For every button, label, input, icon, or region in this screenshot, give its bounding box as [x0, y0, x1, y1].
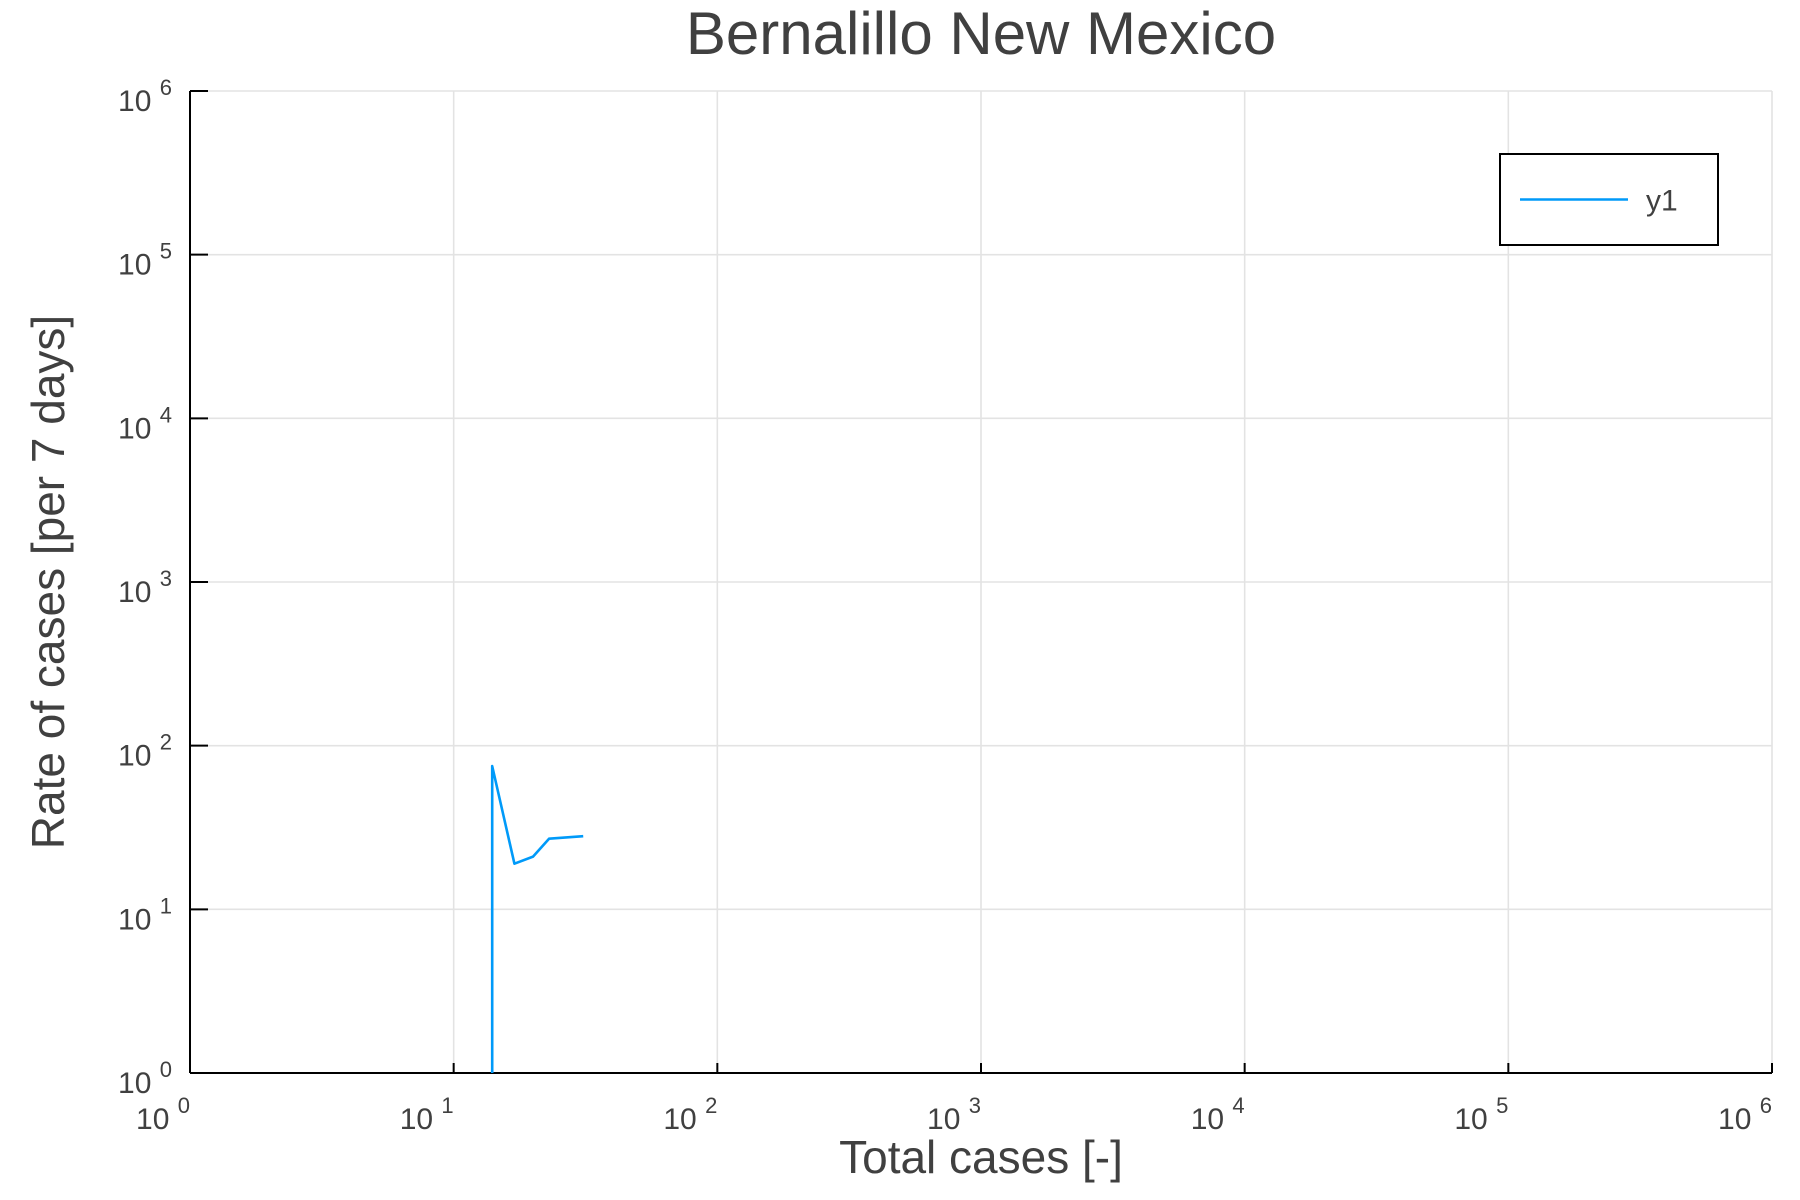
- legend-label-y1: y1: [1646, 185, 1678, 218]
- y-tick-base: 10: [118, 85, 160, 118]
- x-axis-label: Total cases [-]: [839, 1131, 1123, 1183]
- x-tick-base: 10: [927, 1103, 969, 1136]
- y-tick-base: 10: [118, 1067, 160, 1100]
- x-tick-label-2: 10 2: [663, 1093, 717, 1136]
- x-tick-label-6: 10 6: [1718, 1093, 1772, 1136]
- x-tick-base: 10: [136, 1103, 178, 1136]
- y-tick-exponent: 1: [160, 893, 172, 918]
- x-tick-base: 10: [1718, 1103, 1760, 1136]
- y-tick-label-4: 10 4: [118, 402, 172, 445]
- y-tick-label-1: 10 1: [118, 893, 172, 936]
- y-tick-label-0: 10 0: [118, 1057, 172, 1100]
- y-tick-base: 10: [118, 903, 160, 936]
- x-tick-exponent: 1: [441, 1093, 453, 1118]
- y-tick-exponent: 0: [160, 1057, 172, 1082]
- y-axis-label: Rate of cases [per 7 days]: [22, 315, 74, 849]
- x-tick-label-3: 10 3: [927, 1093, 981, 1136]
- x-tick-label-4: 10 4: [1191, 1093, 1245, 1136]
- x-tick-exponent: 6: [1760, 1093, 1772, 1118]
- chart-title: Bernalillo New Mexico: [686, 0, 1276, 67]
- y-tick-label-6: 10 6: [118, 75, 172, 118]
- y-tick-base: 10: [118, 412, 160, 445]
- y-tick-label-5: 10 5: [118, 239, 172, 282]
- y-tick-label-2: 10 2: [118, 730, 172, 773]
- series-line-y1: [490, 764, 584, 1073]
- x-tick-base: 10: [1191, 1103, 1233, 1136]
- y-ticks: 10 010 110 210 310 410 510 6: [118, 75, 208, 1100]
- x-tick-base: 10: [400, 1103, 442, 1136]
- grid: [190, 90, 1773, 1073]
- x-tick-exponent: 3: [969, 1093, 981, 1118]
- x-tick-label-5: 10 5: [1454, 1093, 1508, 1136]
- y-tick-base: 10: [118, 740, 160, 773]
- legend: y1: [1499, 153, 1719, 246]
- y-tick-exponent: 3: [160, 566, 172, 591]
- y-tick-exponent: 2: [160, 730, 172, 755]
- y-tick-label-3: 10 3: [118, 566, 172, 609]
- x-tick-base: 10: [663, 1103, 705, 1136]
- x-ticks: 10 0 10 1 10 2 10 3 10 4 10 5 10 6: [136, 1063, 1773, 1136]
- y-tick-base: 10: [118, 576, 160, 609]
- series-layer: [490, 764, 584, 1073]
- y-tick-base: 10: [118, 249, 160, 282]
- y-tick-exponent: 6: [160, 75, 172, 100]
- x-tick-exponent: 2: [705, 1093, 717, 1118]
- y-tick-exponent: 5: [160, 239, 172, 264]
- x-tick-label-1: 10 1: [400, 1093, 454, 1136]
- x-tick-exponent: 5: [1496, 1093, 1508, 1118]
- x-tick-label-0: 10 0: [136, 1093, 190, 1136]
- x-tick-exponent: 0: [178, 1093, 190, 1118]
- x-tick-base: 10: [1454, 1103, 1496, 1136]
- x-tick-exponent: 4: [1232, 1093, 1244, 1118]
- y-tick-exponent: 4: [160, 402, 172, 427]
